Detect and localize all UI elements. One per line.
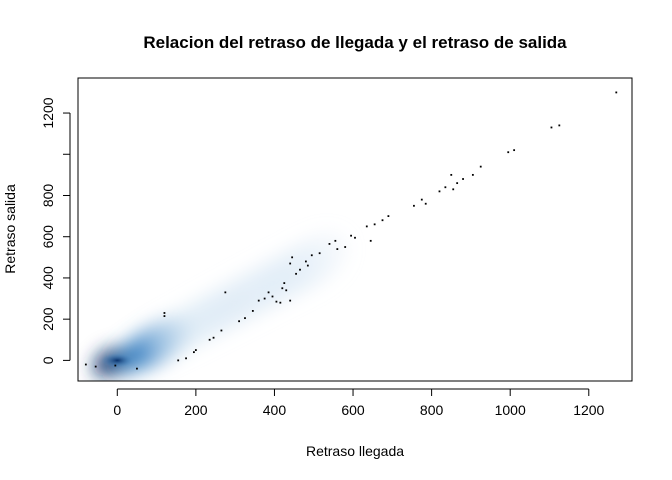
data-point xyxy=(193,351,195,354)
data-point xyxy=(334,239,337,242)
data-point xyxy=(456,182,459,185)
data-point xyxy=(114,364,117,367)
x-tick-label: 200 xyxy=(184,402,208,418)
y-tick-label: 200 xyxy=(40,307,56,331)
data-point xyxy=(344,246,347,248)
data-point xyxy=(257,299,260,302)
data-point xyxy=(177,359,180,362)
y-axis-label: Retraso salida xyxy=(2,184,18,274)
data-point xyxy=(318,252,321,255)
plot-frame xyxy=(77,77,633,382)
x-tick-label: 800 xyxy=(420,402,444,418)
data-point xyxy=(387,215,390,218)
x-tick-label: 600 xyxy=(341,402,365,418)
data-point xyxy=(306,264,309,267)
density-core xyxy=(101,353,134,368)
data-point xyxy=(304,260,307,263)
density-layer xyxy=(93,232,348,377)
x-tick-label: 1200 xyxy=(573,402,604,418)
data-point xyxy=(365,225,368,228)
data-point xyxy=(289,262,292,265)
data-point xyxy=(289,299,292,302)
y-axis: 0 200 400 600 800 1200 xyxy=(40,97,71,364)
x-tick-label: 1000 xyxy=(495,402,526,418)
data-point xyxy=(452,188,455,191)
data-point xyxy=(444,186,447,189)
data-point xyxy=(283,282,286,284)
data-point xyxy=(163,312,166,314)
data-point xyxy=(263,297,266,300)
data-point xyxy=(354,236,356,239)
data-point xyxy=(285,289,288,292)
data-point xyxy=(251,310,254,312)
data-point xyxy=(373,223,376,226)
data-point xyxy=(550,126,553,129)
data-point xyxy=(244,317,246,320)
y-tick-label: 600 xyxy=(40,225,56,249)
data-point xyxy=(513,149,516,152)
data-point xyxy=(212,336,215,339)
data-point xyxy=(275,300,278,303)
data-point xyxy=(462,178,464,180)
y-tick-label: 400 xyxy=(40,266,56,290)
data-point xyxy=(185,357,187,360)
data-point xyxy=(558,124,561,127)
x-axis-label: Retraso llegada xyxy=(306,443,404,459)
data-point xyxy=(369,239,372,242)
data-point xyxy=(238,320,240,323)
data-point xyxy=(279,301,282,304)
data-point xyxy=(271,295,274,298)
y-tick-label: 800 xyxy=(40,184,56,208)
data-point xyxy=(507,151,510,154)
data-point xyxy=(381,219,384,222)
data-point xyxy=(479,165,482,168)
data-point xyxy=(224,291,227,294)
points-layer xyxy=(84,91,618,370)
density-blur-group xyxy=(93,232,348,377)
data-point xyxy=(208,338,211,341)
data-point xyxy=(84,363,87,366)
y-tick-label: 0 xyxy=(40,356,56,364)
data-point xyxy=(450,173,453,176)
density-blob xyxy=(280,232,348,291)
data-point xyxy=(299,268,301,271)
data-point xyxy=(94,365,97,368)
data-point xyxy=(438,190,441,193)
data-point xyxy=(413,204,415,207)
data-point xyxy=(310,254,313,257)
x-tick-label: 400 xyxy=(263,402,287,418)
data-point xyxy=(350,234,352,237)
chart-title: Relacion del retraso de llegada y el ret… xyxy=(143,33,567,52)
data-point xyxy=(471,173,474,176)
data-point xyxy=(420,198,423,201)
data-point xyxy=(281,287,284,290)
data-point xyxy=(220,329,223,332)
data-point xyxy=(424,202,427,205)
data-point xyxy=(291,256,294,259)
data-point xyxy=(336,248,339,250)
data-point xyxy=(295,272,297,275)
data-point xyxy=(163,315,166,317)
data-point xyxy=(328,243,331,245)
x-tick-label: 0 xyxy=(113,402,121,418)
data-point xyxy=(267,291,270,294)
data-point xyxy=(136,367,138,370)
y-tick-label: 1200 xyxy=(40,97,56,128)
x-axis: 0 200 400 600 800 1000 1200 xyxy=(113,388,605,418)
data-point xyxy=(615,91,618,94)
data-point xyxy=(194,349,197,351)
